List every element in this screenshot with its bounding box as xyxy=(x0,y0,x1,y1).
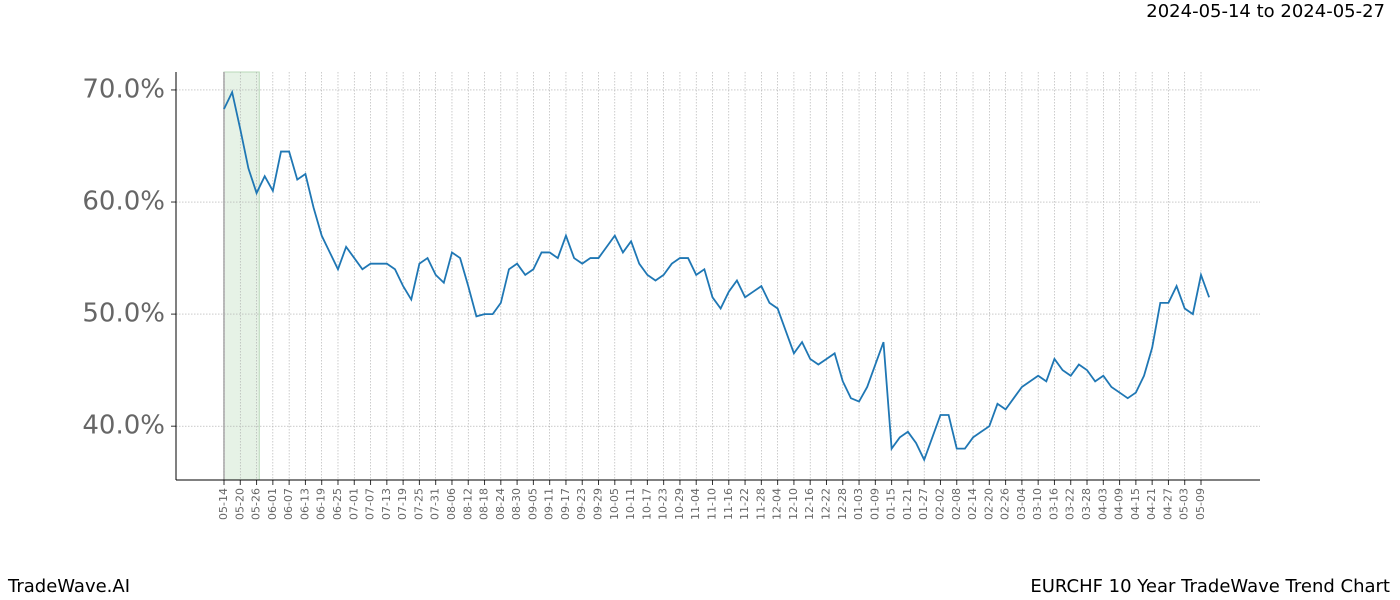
x-tick-label: 07-13 xyxy=(380,488,393,520)
x-tick-label: 01-03 xyxy=(852,488,865,520)
y-tick-label: 70.0% xyxy=(82,74,165,104)
x-tick-label: 03-28 xyxy=(1080,488,1093,520)
x-tick-label: 04-09 xyxy=(1113,488,1126,520)
x-tick-label: 02-20 xyxy=(982,488,995,520)
x-tick-label: 07-19 xyxy=(396,488,409,520)
x-tick-label: 06-01 xyxy=(266,488,279,520)
x-tick-label: 11-22 xyxy=(738,488,751,520)
x-tick-label: 09-11 xyxy=(543,488,556,520)
x-tick-label: 11-16 xyxy=(722,488,735,520)
x-tick-label: 08-18 xyxy=(478,488,491,520)
x-tick-label: 09-05 xyxy=(526,488,539,520)
x-tick-label: 02-08 xyxy=(950,488,963,520)
x-tick-label: 07-25 xyxy=(412,488,425,520)
x-tick-label: 04-21 xyxy=(1145,488,1158,520)
brand: TradeWave.AI xyxy=(7,576,130,597)
x-tick-label: 05-09 xyxy=(1194,488,1207,520)
x-tick-label: 02-26 xyxy=(999,488,1012,520)
x-tick-label: 10-23 xyxy=(657,488,670,520)
x-tick-label: 10-29 xyxy=(673,488,686,520)
x-tick-label: 01-09 xyxy=(868,488,881,520)
chart-caption: EURCHF 10 Year TradeWave Trend Chart xyxy=(1030,576,1390,597)
x-tick-label: 04-15 xyxy=(1129,488,1142,520)
x-tick-label: 06-13 xyxy=(298,488,311,520)
x-tick-label: 12-10 xyxy=(787,488,800,520)
x-tick-label: 03-22 xyxy=(1064,488,1077,520)
x-tick-label: 07-07 xyxy=(364,488,377,520)
x-tick-label: 12-04 xyxy=(771,488,784,520)
trend-line xyxy=(223,89,1210,463)
y-tick-label: 60.0% xyxy=(82,187,165,217)
x-tick-label: 10-05 xyxy=(608,488,621,520)
x-tick-label: 11-10 xyxy=(706,488,719,520)
x-tick-label: 07-31 xyxy=(429,488,442,520)
x-tick-label: 05-20 xyxy=(233,488,246,520)
x-tick-label: 04-27 xyxy=(1161,488,1174,520)
x-tick-label: 08-24 xyxy=(494,488,507,520)
x-tick-label: 07-01 xyxy=(347,488,360,520)
x-tick-label: 02-02 xyxy=(933,488,946,520)
x-tick-label: 08-30 xyxy=(510,488,523,520)
x-tick-label: 08-12 xyxy=(461,488,474,520)
x-tick-label: 09-23 xyxy=(575,488,588,520)
x-tick-label: 05-26 xyxy=(250,488,263,520)
x-tick-label: 09-29 xyxy=(592,488,605,520)
x-tick-label: 08-06 xyxy=(445,488,458,520)
x-tick-label: 05-14 xyxy=(217,488,230,520)
x-tick-label: 03-16 xyxy=(1047,488,1060,520)
y-tick-label: 50.0% xyxy=(82,299,165,329)
x-tick-label: 03-04 xyxy=(1015,488,1028,520)
x-tick-label: 09-17 xyxy=(559,488,572,520)
x-tick-label: 05-03 xyxy=(1178,488,1191,520)
x-tick-label: 01-21 xyxy=(901,488,914,520)
y-tick-label: 40.0% xyxy=(82,411,165,441)
x-tick-label: 12-16 xyxy=(803,488,816,520)
x-tick-label: 10-11 xyxy=(624,488,637,520)
x-tick-label: 04-03 xyxy=(1096,488,1109,520)
x-tick-label: 01-27 xyxy=(917,488,930,520)
x-tick-label: 06-25 xyxy=(331,488,344,520)
x-tick-label: 11-28 xyxy=(754,488,767,520)
x-tick-label: 10-17 xyxy=(640,488,653,520)
x-tick-label: 03-10 xyxy=(1031,488,1044,520)
x-tick-label: 06-19 xyxy=(315,488,328,520)
x-tick-label: 02-14 xyxy=(966,488,979,520)
x-tick-label: 12-22 xyxy=(819,488,832,520)
x-tick-label: 06-07 xyxy=(282,488,295,520)
date-range: 2024-05-14 to 2024-05-27 xyxy=(1146,1,1385,22)
x-tick-label: 01-15 xyxy=(885,488,898,520)
x-tick-label: 11-04 xyxy=(689,488,702,520)
x-tick-label: 12-28 xyxy=(836,488,849,520)
